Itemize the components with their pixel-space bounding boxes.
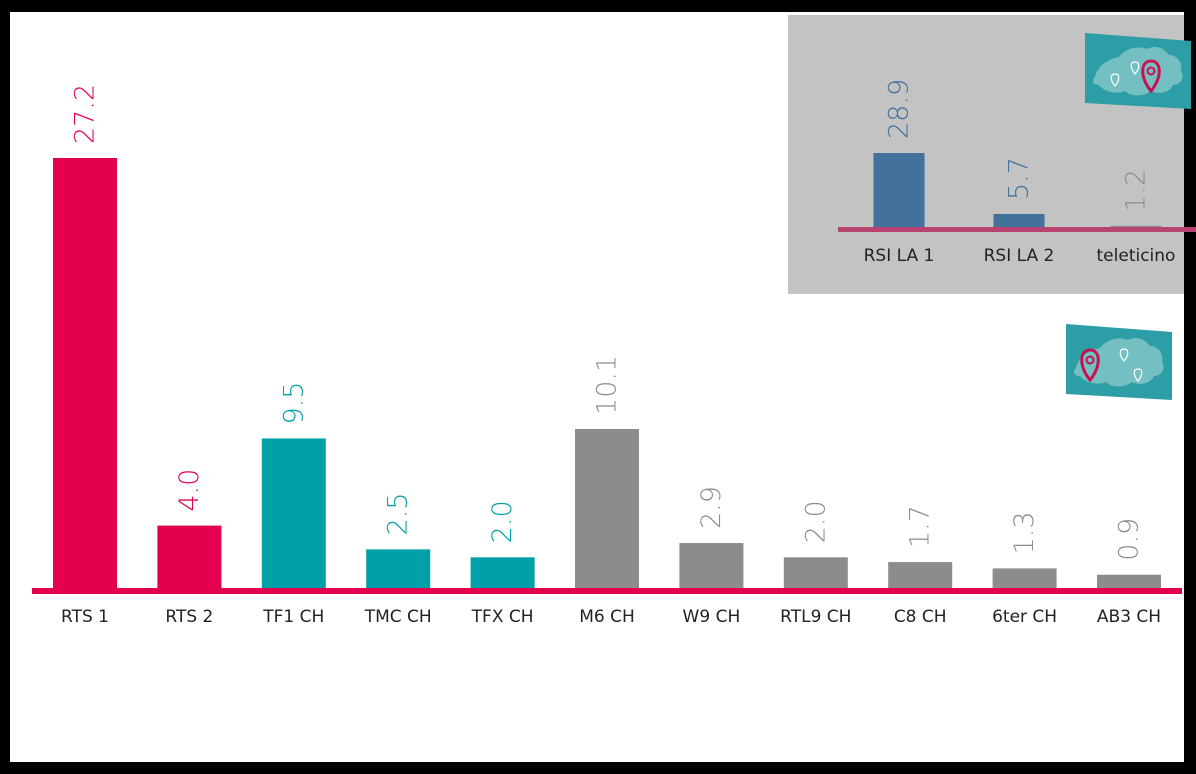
category-label: TMC CH xyxy=(364,607,432,627)
location-pin-icon xyxy=(1080,348,1100,383)
small-pin-icon xyxy=(1119,348,1129,362)
value-label: 27.2 xyxy=(70,84,101,144)
category-label: RTL9 CH xyxy=(780,607,851,627)
bar-rts-2 xyxy=(157,525,222,589)
category-label: W9 CH xyxy=(683,607,741,627)
small-pin-icon xyxy=(1133,368,1143,382)
location-pin-icon xyxy=(1141,59,1161,94)
value-label: 1.3 xyxy=(1009,511,1040,554)
location-pin-dot xyxy=(1085,355,1095,365)
bar-rts-1 xyxy=(53,158,117,589)
bar-c8-ch xyxy=(888,562,953,589)
category-label: AB3 CH xyxy=(1097,607,1161,627)
bar-rsi-la-2 xyxy=(993,214,1045,229)
category-label: teleticino xyxy=(1097,246,1176,266)
category-label: RSI LA 2 xyxy=(984,246,1055,266)
value-label: 28.9 xyxy=(884,79,915,139)
bar-tmc-ch xyxy=(366,549,431,589)
value-label: 2.0 xyxy=(800,500,831,543)
category-label: C8 CH xyxy=(894,607,947,627)
bar-ab3-ch xyxy=(1097,574,1161,589)
switzerland-map-icon xyxy=(1085,33,1191,109)
category-label: TFX CH xyxy=(471,607,534,627)
category-label: RTS 2 xyxy=(165,607,213,627)
category-label: RSI LA 1 xyxy=(864,246,935,266)
value-label: 2.0 xyxy=(487,500,518,543)
baseline xyxy=(32,588,1182,594)
bar-tf1-ch xyxy=(261,438,326,589)
value-label: 5.7 xyxy=(1004,157,1035,200)
value-label: 1.2 xyxy=(1121,169,1152,212)
value-label: 0.9 xyxy=(1114,518,1145,561)
category-label: RTS 1 xyxy=(61,607,109,627)
category-label: TF1 CH xyxy=(262,607,324,627)
bar-6ter-ch xyxy=(992,568,1057,589)
bar-m6-ch xyxy=(575,428,639,589)
small-pin-icon xyxy=(1110,73,1120,87)
location-pin-dot xyxy=(1146,66,1156,76)
bar-tfx-ch xyxy=(470,557,535,589)
small-pin-icon xyxy=(1130,61,1140,75)
category-label: 6ter CH xyxy=(992,607,1057,627)
value-label: 2.9 xyxy=(696,486,727,529)
category-label: M6 CH xyxy=(579,607,635,627)
inset-bar-chart: 28.9 RSI LA 1 5.7 RSI LA 2 1.2 teleticino xyxy=(788,15,1196,294)
value-label: 1.7 xyxy=(905,505,936,548)
country-silhouette xyxy=(1092,47,1183,96)
value-label: 4.0 xyxy=(174,469,205,512)
value-label: 2.5 xyxy=(383,492,414,535)
inset-plot-area: 28.9 RSI LA 1 5.7 RSI LA 2 1.2 teleticino xyxy=(864,79,1176,266)
bar-w9-ch xyxy=(679,543,744,589)
switzerland-map-icon xyxy=(1066,324,1172,400)
bar-rsi-la-1 xyxy=(873,153,925,229)
main-bar-chart: 27.2 RTS 1 4.0 RTS 2 9.5 TF1 CH 2.5 TMC CH 2.0 TF… xyxy=(32,84,1182,627)
bar-rtl9-ch xyxy=(783,557,848,589)
value-label: 9.5 xyxy=(278,382,309,425)
value-label: 10.1 xyxy=(592,355,623,415)
inset-baseline xyxy=(838,227,1196,232)
